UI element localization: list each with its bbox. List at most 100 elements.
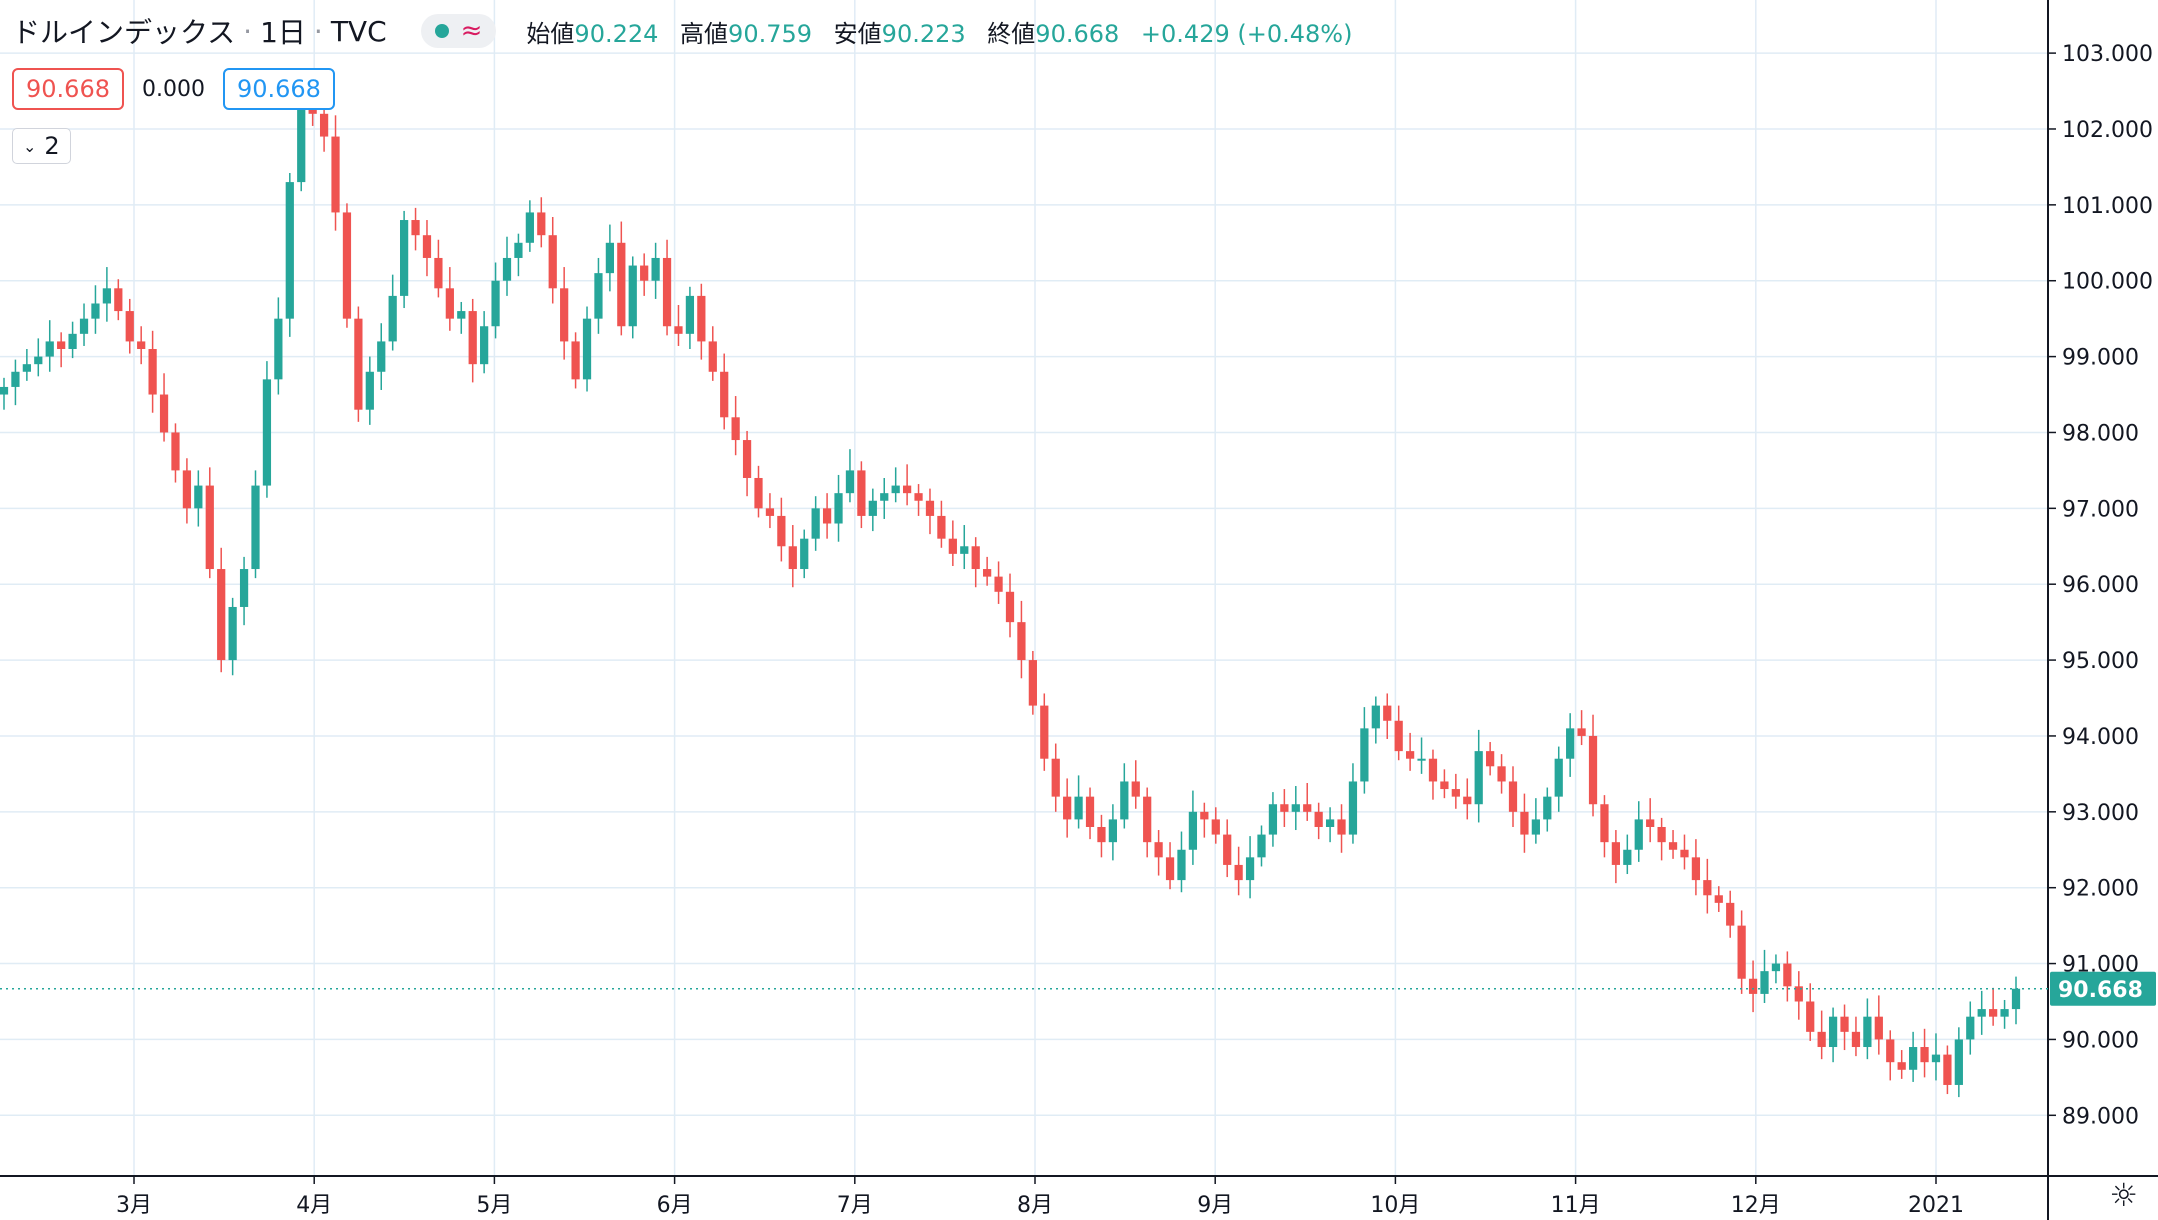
x-tick-label: 9月 xyxy=(1197,1193,1233,1218)
sell-button[interactable]: 90.668 xyxy=(12,68,124,110)
candle-body xyxy=(239,569,249,607)
candle-body xyxy=(491,280,500,327)
candle-body xyxy=(1051,758,1060,797)
candle-body xyxy=(994,576,1003,592)
high-label: 高値 xyxy=(680,19,729,48)
candle-body xyxy=(1165,857,1175,881)
candle-body xyxy=(411,220,420,236)
candle-body xyxy=(640,265,649,281)
candle-body xyxy=(1851,1031,1861,1048)
candle-body xyxy=(1600,804,1609,843)
candle-body xyxy=(1131,781,1140,797)
candle-body xyxy=(1668,842,1678,850)
candle-body xyxy=(1691,857,1701,881)
candle-body xyxy=(937,515,946,539)
candle-body xyxy=(537,212,546,236)
symbol-name[interactable]: ドルインデックス xyxy=(12,16,236,49)
candle-body xyxy=(1405,751,1415,759)
candle-body xyxy=(857,470,866,516)
candle-body xyxy=(880,493,889,501)
y-tick-label: 96.000 xyxy=(2062,573,2139,598)
candle-body xyxy=(1714,895,1723,903)
candle-body xyxy=(1428,758,1438,782)
x-tick-label: 5月 xyxy=(476,1193,512,1218)
candle-body xyxy=(1085,796,1095,827)
buy-button[interactable]: 90.668 xyxy=(222,68,335,110)
candle-body xyxy=(1268,804,1278,835)
candle-body xyxy=(1954,1039,1963,1085)
candle-body xyxy=(960,546,969,554)
candle-body xyxy=(1543,796,1552,820)
candle-body xyxy=(388,295,397,342)
candle-body xyxy=(560,288,569,342)
candle-body xyxy=(1680,849,1689,858)
candle-body xyxy=(1977,1009,1986,1017)
candle-body xyxy=(834,493,843,524)
candle-body xyxy=(2011,988,2021,1010)
candle-body xyxy=(1828,1016,1838,1048)
candle-body xyxy=(514,242,523,258)
candle-body xyxy=(1588,735,1598,805)
candle-body xyxy=(1966,1016,1975,1040)
y-tick-label: 90.000 xyxy=(2062,1028,2139,1053)
candle-body xyxy=(102,288,112,304)
indicators-toggle[interactable]: ⌄ 2 xyxy=(12,128,71,164)
candle-body xyxy=(1120,781,1129,820)
low-label: 安値 xyxy=(833,19,882,48)
candle-body xyxy=(182,470,192,509)
market-status[interactable]: ≈ xyxy=(420,14,497,48)
candle-body xyxy=(617,242,626,327)
candle-body xyxy=(125,311,134,342)
candle-body xyxy=(57,341,66,350)
candle-body xyxy=(720,371,729,418)
candle-body xyxy=(1794,986,1803,1002)
candle-body xyxy=(765,508,775,516)
candle-body xyxy=(1897,1062,1906,1070)
candle-body xyxy=(1223,834,1232,865)
candle-body xyxy=(1177,849,1186,881)
candle-body xyxy=(1325,819,1335,827)
candle-body xyxy=(1200,811,1209,820)
candle-body xyxy=(262,379,272,486)
candle-body xyxy=(194,485,203,509)
candle-body xyxy=(1554,758,1563,797)
y-tick-label: 102.000 xyxy=(2062,118,2153,143)
candle-body xyxy=(948,538,957,554)
candle-body xyxy=(1314,811,1323,827)
candle-body xyxy=(217,569,226,661)
candle-body xyxy=(0,386,9,395)
y-tick-label: 92.000 xyxy=(2062,877,2139,902)
delayed-wave-icon: ≈ xyxy=(460,16,483,46)
last-price-tag xyxy=(2050,971,2156,1006)
candle-body xyxy=(1303,804,1312,812)
candle-body xyxy=(1748,978,1758,994)
candle-body xyxy=(925,500,935,516)
candle-body xyxy=(1188,811,1198,850)
candle-body xyxy=(1863,1016,1872,1048)
candle-body xyxy=(1383,705,1392,721)
y-tick-label: 89.000 xyxy=(2062,1104,2139,1129)
candle-body xyxy=(1634,819,1643,850)
candle-body xyxy=(1063,796,1072,820)
candle-body xyxy=(1257,834,1266,858)
candle-body xyxy=(354,318,363,410)
candle-body xyxy=(1989,1009,1998,1017)
candle-body xyxy=(1726,902,1735,926)
y-tick-label: 93.000 xyxy=(2062,801,2139,826)
x-tick-label: 6月 xyxy=(657,1193,693,1218)
candle-body xyxy=(1737,925,1746,979)
y-tick-label: 95.000 xyxy=(2062,649,2139,674)
gear-icon[interactable]: ☼ xyxy=(2109,1176,2138,1214)
candle-body xyxy=(1886,1039,1895,1063)
candle-body xyxy=(285,182,294,319)
interval-label[interactable]: 1日 xyxy=(260,16,306,49)
candle-body xyxy=(1646,819,1655,827)
candle-body xyxy=(1074,796,1083,820)
x-tick-label: 11月 xyxy=(1551,1193,1601,1218)
candle-body xyxy=(1017,622,1026,661)
candle-body xyxy=(582,318,592,380)
y-tick-label: 100.000 xyxy=(2062,270,2153,295)
candle-body xyxy=(1508,781,1518,812)
candle-body xyxy=(914,493,923,501)
